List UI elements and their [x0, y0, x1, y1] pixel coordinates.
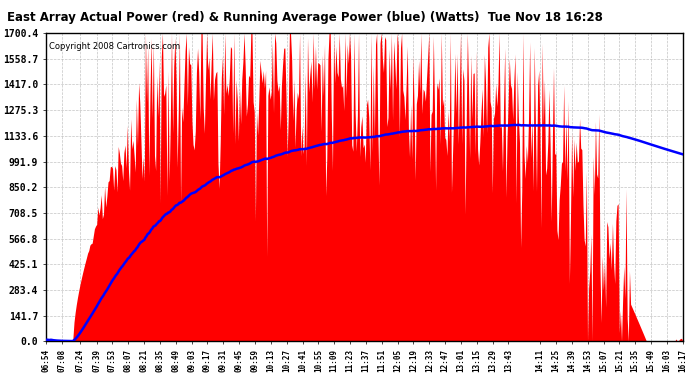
Text: Copyright 2008 Cartronics.com: Copyright 2008 Cartronics.com: [49, 42, 180, 51]
Text: East Array Actual Power (red) & Running Average Power (blue) (Watts)  Tue Nov 18: East Array Actual Power (red) & Running …: [7, 11, 603, 24]
